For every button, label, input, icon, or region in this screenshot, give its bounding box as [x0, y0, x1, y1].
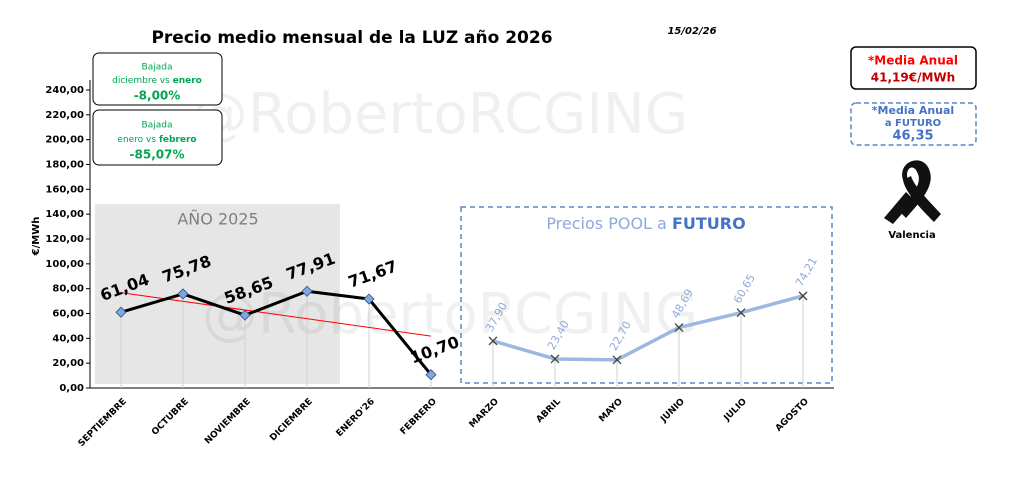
- annotation-text: diciembre vs: [112, 76, 172, 86]
- marker: [674, 323, 684, 333]
- annotation-bold: enero: [173, 76, 202, 86]
- media-anual-box: *Media Anual 41,19€/MWh: [850, 46, 977, 90]
- x-tick-label: JULIO: [722, 397, 749, 424]
- y-axis-label: €/MWh: [31, 217, 42, 257]
- marker: [177, 288, 189, 300]
- media-futuro-title: *Media Anual: [872, 104, 954, 117]
- media-futuro-value: 46,35: [892, 129, 933, 144]
- annotation-value: -85,07%: [130, 148, 185, 162]
- data-label: 74,21: [793, 255, 820, 289]
- y-tick-label: 120,00: [45, 234, 84, 245]
- x-tick-label: JUNIO: [658, 397, 687, 426]
- annotation-line: Bajada: [142, 121, 173, 131]
- marker: [798, 291, 808, 301]
- y-tick-label: 20,00: [52, 358, 84, 369]
- data-label: 60,65: [731, 272, 758, 306]
- future-label: Precios POOL a FUTURO: [546, 214, 745, 233]
- marker: [239, 309, 251, 321]
- media-futuro-subtitle: a FUTURO: [885, 118, 941, 129]
- media-anual-title: *Media Anual: [868, 54, 958, 68]
- annotation-text: enero vs: [117, 135, 159, 145]
- ribbon-label: Valencia: [888, 230, 935, 241]
- past-year-label: AÑO 2025: [177, 210, 258, 229]
- future-label-bold: FUTURO: [672, 214, 746, 233]
- y-tick-label: 80,00: [52, 284, 84, 295]
- future-label-text: Precios POOL a: [546, 214, 672, 233]
- watermark: @RobertoRCGING: [192, 82, 688, 147]
- x-tick-label: AGOSTO: [774, 397, 811, 434]
- annotation-frame: [92, 52, 223, 106]
- y-tick-label: 200,00: [45, 135, 84, 146]
- x-tick-label: DICIEMBRE: [268, 397, 315, 444]
- marker: [115, 306, 127, 318]
- y-tick-label: 40,00: [52, 333, 84, 344]
- x-tick-label: SEPTIEMBRE: [77, 397, 129, 449]
- marker: [488, 336, 498, 346]
- chart-title: Precio medio mensual de la LUZ año 2026: [151, 28, 552, 48]
- marker: [612, 355, 622, 365]
- annotation-line: Bajada: [142, 63, 173, 73]
- x-tick-label: FEBRERO: [399, 397, 439, 437]
- watermark: @RobertoRCGING: [202, 282, 698, 347]
- x-tick-label: ENERO'26: [335, 397, 377, 439]
- y-tick-label: 100,00: [45, 259, 84, 270]
- x-tick-label: MARZO: [468, 397, 502, 431]
- ribbon: [884, 160, 941, 224]
- annotation-box: Bajada diciembre vs enero -8,00%: [92, 52, 223, 106]
- media-futuro-box: *Media Anual a FUTURO 46,35: [850, 102, 977, 146]
- x-tick-label: ABRIL: [535, 397, 563, 425]
- x-tick-label: OCTUBRE: [150, 397, 191, 438]
- y-tick-label: 0,00: [59, 383, 84, 394]
- annotation-line: enero vs febrero: [117, 135, 196, 145]
- media-anual-frame: [850, 46, 977, 90]
- annotation-frame: [92, 109, 223, 166]
- media-anual-value: 41,19€/MWh: [871, 71, 955, 85]
- y-tick-label: 160,00: [45, 184, 84, 195]
- marker: [363, 293, 375, 305]
- y-tick-label: 140,00: [45, 209, 84, 220]
- annotation-box: Bajada enero vs febrero -85,07%: [92, 109, 223, 166]
- y-tick-label: 180,00: [45, 160, 84, 171]
- trendline: [120, 292, 432, 337]
- y-tick-label: 240,00: [45, 85, 84, 96]
- ribbon-shape: [884, 192, 914, 224]
- series-line: [120, 289, 433, 376]
- annotation-line: diciembre vs enero: [112, 76, 202, 86]
- y-tick-label: 60,00: [52, 309, 84, 320]
- marker: [425, 369, 437, 381]
- y-tick-label: 220,00: [45, 110, 84, 121]
- series-line: [492, 294, 804, 362]
- date: 15/02/26: [667, 26, 716, 37]
- marker: [736, 308, 746, 318]
- ribbon-shape: [903, 176, 941, 222]
- annotation-bold: febrero: [159, 135, 197, 145]
- marker: [550, 354, 560, 364]
- annotation-value: -8,00%: [134, 89, 181, 103]
- x-tick-label: NOVIEMBRE: [203, 397, 253, 447]
- marker: [301, 285, 313, 297]
- media-futuro-frame: [850, 102, 977, 146]
- future-area: [460, 206, 833, 384]
- x-tick-label: MAYO: [597, 397, 625, 425]
